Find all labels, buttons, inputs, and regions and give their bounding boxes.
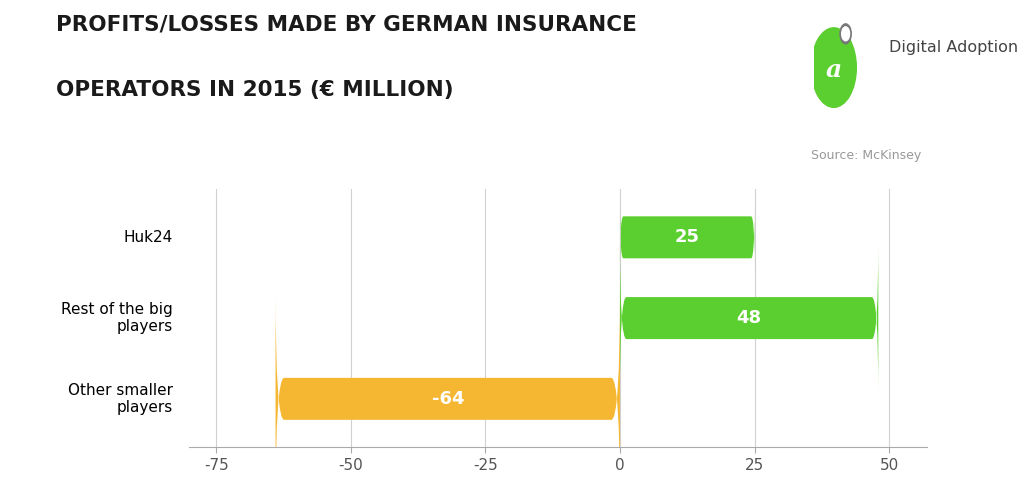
FancyBboxPatch shape <box>275 291 620 497</box>
Text: PROFITS/LOSSES MADE BY GERMAN INSURANCE: PROFITS/LOSSES MADE BY GERMAN INSURANCE <box>56 15 637 35</box>
Circle shape <box>811 28 856 107</box>
Text: a: a <box>825 58 842 82</box>
Text: OPERATORS IN 2015 (€ MILLION): OPERATORS IN 2015 (€ MILLION) <box>56 80 454 99</box>
Text: 48: 48 <box>736 309 762 327</box>
Text: Source: McKinsey: Source: McKinsey <box>811 149 922 162</box>
Circle shape <box>842 27 850 41</box>
Text: 25: 25 <box>675 228 699 247</box>
Text: -64: -64 <box>431 390 464 408</box>
FancyBboxPatch shape <box>620 242 879 394</box>
Text: Digital Adoption: Digital Adoption <box>889 40 1018 55</box>
FancyBboxPatch shape <box>620 208 755 267</box>
Circle shape <box>840 24 851 44</box>
